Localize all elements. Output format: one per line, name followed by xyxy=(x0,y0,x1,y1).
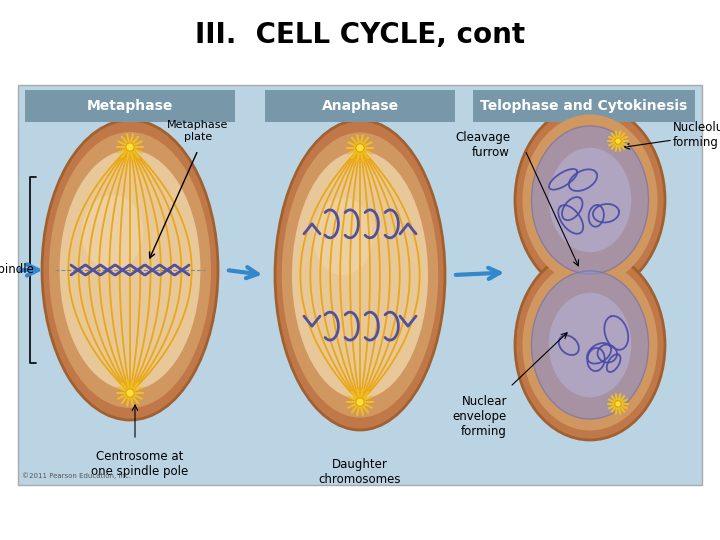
Text: Anaphase: Anaphase xyxy=(321,99,399,113)
FancyBboxPatch shape xyxy=(25,90,235,122)
Ellipse shape xyxy=(275,120,445,430)
FancyBboxPatch shape xyxy=(18,85,702,485)
Circle shape xyxy=(356,398,364,406)
Text: Cleavage
furrow: Cleavage furrow xyxy=(455,131,510,159)
Circle shape xyxy=(615,138,621,144)
Text: Daughter
chromosomes: Daughter chromosomes xyxy=(319,458,401,486)
Ellipse shape xyxy=(60,150,200,390)
FancyBboxPatch shape xyxy=(265,90,455,122)
Ellipse shape xyxy=(282,132,438,417)
Circle shape xyxy=(126,143,134,151)
Ellipse shape xyxy=(523,114,657,286)
Text: Metaphase
plate: Metaphase plate xyxy=(167,120,229,142)
Text: Telophase and Cytokinesis: Telophase and Cytokinesis xyxy=(480,99,688,113)
Ellipse shape xyxy=(523,260,657,430)
Ellipse shape xyxy=(549,293,631,397)
Text: Nuclear
envelope
forming: Nuclear envelope forming xyxy=(453,395,507,438)
Ellipse shape xyxy=(42,120,218,420)
Text: Nucleolus
forming: Nucleolus forming xyxy=(673,121,720,149)
Circle shape xyxy=(126,389,134,397)
Ellipse shape xyxy=(313,198,373,275)
Circle shape xyxy=(615,401,621,407)
Circle shape xyxy=(356,144,364,152)
Text: Spindle: Spindle xyxy=(0,264,34,276)
Ellipse shape xyxy=(515,105,665,295)
Text: Metaphase: Metaphase xyxy=(87,99,174,113)
Text: III.  CELL CYCLE, cont: III. CELL CYCLE, cont xyxy=(195,21,525,49)
Ellipse shape xyxy=(531,126,649,274)
Ellipse shape xyxy=(531,271,649,419)
Ellipse shape xyxy=(292,151,428,399)
Ellipse shape xyxy=(515,250,665,440)
Ellipse shape xyxy=(549,148,631,252)
FancyBboxPatch shape xyxy=(473,90,695,122)
Text: ©2011 Pearson Education, Inc.: ©2011 Pearson Education, Inc. xyxy=(22,472,131,479)
Ellipse shape xyxy=(81,195,143,270)
Text: Centrosome at
one spindle pole: Centrosome at one spindle pole xyxy=(91,450,189,478)
Ellipse shape xyxy=(49,132,211,408)
